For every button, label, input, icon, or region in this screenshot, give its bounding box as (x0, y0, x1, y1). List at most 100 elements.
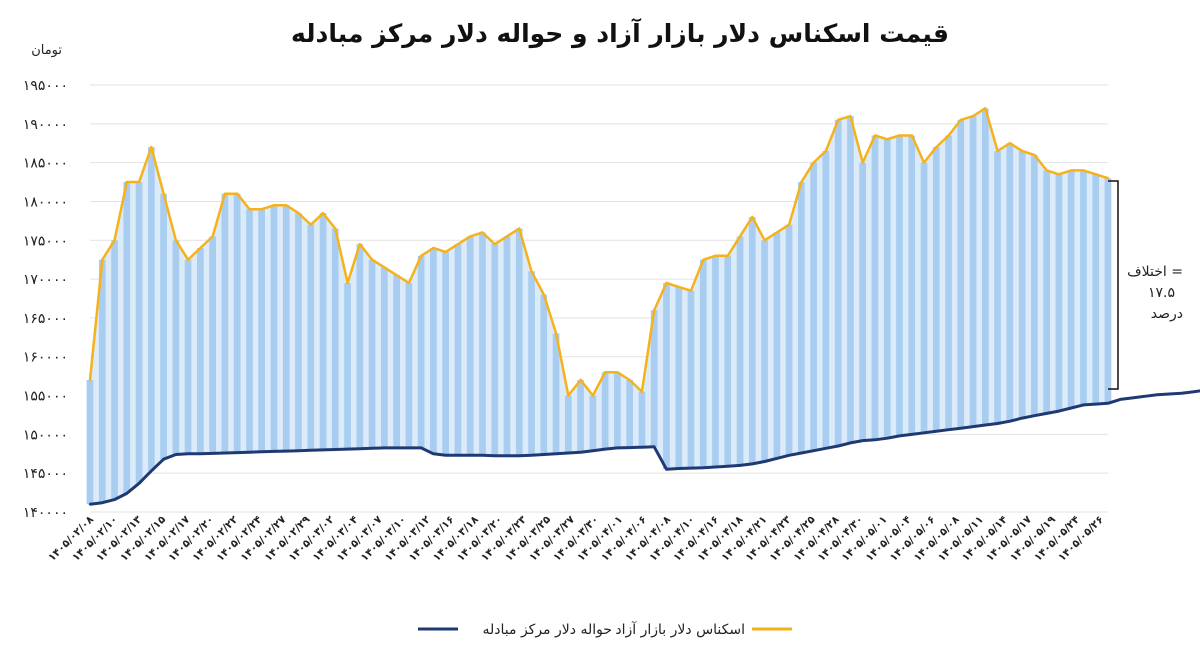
gap-bar (761, 240, 768, 462)
data-point (775, 231, 778, 234)
data-point (898, 434, 901, 438)
gap-bar (675, 286, 683, 469)
data-point (518, 454, 521, 457)
data-point (714, 254, 717, 257)
chart-title: قیمت اسکناس دلار بازار آزاد و حواله دلار… (291, 18, 949, 49)
line-free-market (88, 107, 1109, 397)
data-point (420, 254, 423, 257)
gap-bar (822, 151, 830, 449)
data-point (297, 449, 300, 452)
data-point (358, 447, 361, 450)
data-point (285, 204, 288, 207)
data-point (1057, 409, 1061, 413)
data-point (959, 118, 962, 122)
data-point (726, 465, 729, 468)
data-point (1008, 420, 1012, 423)
data-point (125, 180, 128, 184)
gap-bar (687, 290, 695, 469)
data-point (113, 498, 116, 501)
gap-bar (1104, 178, 1112, 404)
data-point (186, 452, 190, 455)
gap-bar (381, 267, 388, 448)
gap-bar (908, 135, 916, 435)
data-point (935, 145, 938, 149)
data-point (334, 448, 337, 451)
data-point (812, 161, 815, 164)
data-point (616, 371, 619, 374)
gap-bar (589, 395, 597, 451)
data-point (101, 258, 104, 261)
data-point (358, 243, 361, 246)
data-point (1180, 392, 1183, 395)
data-point (297, 211, 300, 215)
data-point (824, 447, 828, 450)
data-point (653, 308, 656, 312)
data-point (702, 258, 705, 261)
data-point (383, 446, 386, 450)
legend: اسکناس دلار بازار آزاد حواله دلار مرکز م… (418, 621, 792, 638)
data-point (1033, 414, 1036, 417)
gap-area (90, 108, 1108, 505)
y-tick-label: ۱۶۰۰۰۰ (23, 350, 68, 366)
data-point (518, 227, 521, 230)
gap-bar (614, 372, 621, 448)
gap-bar (270, 205, 278, 452)
data-point (395, 274, 398, 277)
gap-bar (736, 236, 744, 466)
data-point (481, 454, 484, 457)
data-point (334, 227, 337, 230)
data-point (432, 452, 435, 455)
data-point (971, 425, 975, 428)
data-point (285, 449, 288, 453)
gap-bar (871, 135, 879, 440)
data-point (174, 239, 178, 242)
gap-bar (148, 147, 155, 471)
data-point (346, 281, 349, 285)
data-point (162, 192, 165, 195)
data-point (677, 285, 680, 289)
data-point (922, 431, 926, 434)
data-point (407, 446, 411, 450)
gap-bar (356, 244, 364, 449)
data-point (223, 451, 227, 455)
data-point (1106, 177, 1110, 180)
data-point (88, 503, 92, 506)
data-point (444, 454, 447, 457)
data-point (640, 446, 644, 449)
y-tick-label: ۱۵۰۰۰۰ (23, 427, 68, 443)
gap-bar (1006, 143, 1014, 422)
data-point (787, 223, 791, 226)
data-point (1168, 392, 1171, 396)
data-point (101, 501, 104, 504)
data-point (984, 423, 987, 427)
data-point (150, 469, 153, 473)
gap-bar (1055, 174, 1063, 412)
gap-bar (503, 236, 511, 456)
gap-bar (748, 217, 756, 464)
data-point (174, 453, 178, 456)
data-point (1020, 416, 1024, 420)
data-point (272, 450, 276, 453)
data-point (113, 239, 116, 242)
gap-bar (552, 333, 560, 454)
data-point (628, 446, 631, 449)
gap-bar (859, 162, 866, 441)
data-point (640, 390, 644, 393)
annotation-line3: درصد (1151, 306, 1183, 322)
data-point (1070, 169, 1073, 172)
gap-bar (712, 255, 719, 467)
gap-bar (1018, 151, 1026, 419)
data-point (1045, 412, 1048, 415)
y-axis-ticks: ۱۴۰۰۰۰ ۱۴۵۰۰۰ ۱۵۰۰۰۰ ۱۵۵۰۰۰ ۱۶۰۰۰۰ ۱۶۵۰۰۰ ۱۷۰۰… (23, 78, 68, 521)
data-point (984, 107, 987, 110)
gap-bar (920, 162, 928, 433)
data-point (1094, 173, 1097, 176)
gap-bar (663, 283, 670, 470)
gap-bar (773, 232, 781, 459)
data-point (603, 447, 607, 451)
annotation-line1: اختلاف = (1127, 264, 1183, 280)
data-point (603, 371, 607, 374)
gap-bar (969, 116, 977, 427)
data-point (88, 378, 92, 382)
